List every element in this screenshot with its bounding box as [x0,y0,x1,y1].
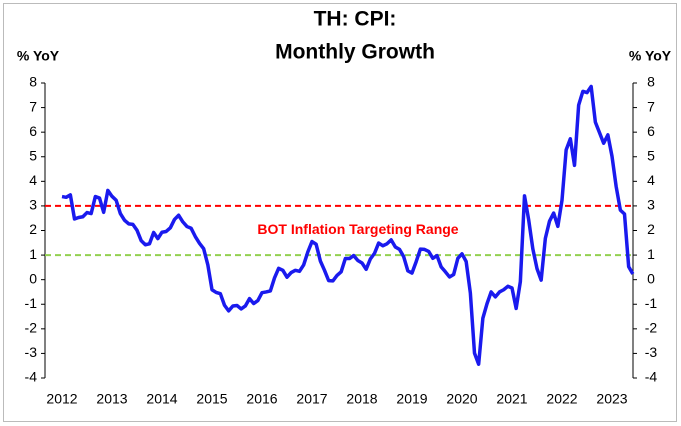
x-tick-label: 2023 [596,391,627,407]
x-tick-label: 2012 [46,391,77,407]
y2-tick-label: 3 [647,197,655,213]
y-tick-label: 5 [29,147,37,163]
y2-tick-label: -2 [645,320,658,336]
y-axis-label: % YoY [17,48,60,64]
y-tick-label: -3 [25,344,38,360]
y2-tick-label: 2 [647,221,655,237]
y2-tick-label: -1 [645,295,658,311]
y2-tick-label: 8 [647,74,655,90]
y2-tick-label: 7 [647,98,655,114]
chart-title: TH: CPI: [314,8,397,31]
y-tick-label: 3 [29,197,37,213]
y-tick-label: 6 [29,123,37,139]
x-tick-label: 2014 [146,391,177,407]
y2-axis-label: % YoY [629,48,672,64]
y-tick-label: -1 [25,295,38,311]
x-tick-label: 2022 [546,391,577,407]
y-tick-label: 1 [29,246,37,262]
y-tick-label: 0 [29,270,37,286]
x-tick-label: 2015 [196,391,227,407]
y-tick-label: 7 [29,98,37,114]
y-tick-label: 4 [29,172,37,188]
y-tick-label: 8 [29,74,37,90]
data-line [61,84,635,366]
x-tick-label: 2016 [246,391,277,407]
x-tick-label: 2017 [296,391,327,407]
y2-tick-label: -3 [645,344,658,360]
y2-tick-label: 1 [647,246,655,262]
chart-title: Monthly Growth [275,41,435,64]
x-tick-label: 2021 [496,391,527,407]
annotation: BOT Inflation Targeting Range [257,221,458,237]
x-tick-label: 2019 [396,391,427,407]
chart-frame [3,3,677,422]
y-tick-label: 2 [29,221,37,237]
x-tick-label: 2013 [96,391,127,407]
x-tick-label: 2020 [446,391,477,407]
y2-tick-label: 6 [647,123,655,139]
x-tick-label: 2018 [346,391,377,407]
y2-tick-label: -4 [645,369,658,385]
y2-tick-label: 5 [647,147,655,163]
y-tick-label: -4 [25,369,38,385]
y2-tick-label: 0 [647,270,655,286]
y2-tick-label: 4 [647,172,655,188]
y-tick-label: -2 [25,320,38,336]
